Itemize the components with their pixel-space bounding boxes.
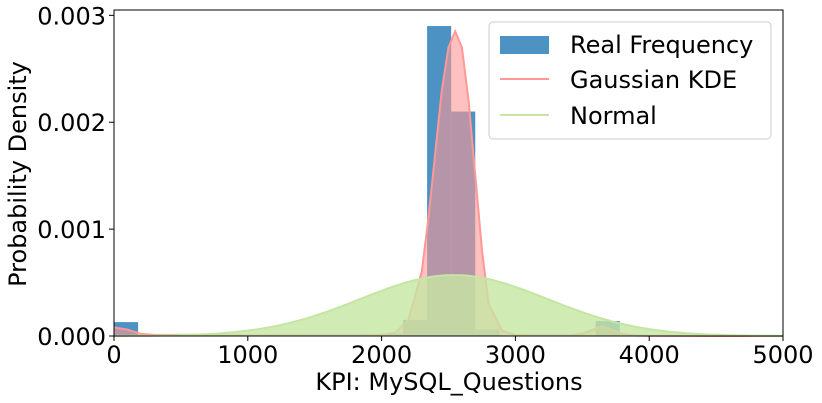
- y-axis-label: Probability Density: [4, 61, 32, 287]
- legend-label-real-frequency: Real Frequency: [570, 31, 753, 59]
- legend-box: [488, 21, 772, 140]
- x-tick-label: 0: [106, 341, 121, 369]
- plot-area: [113, 26, 783, 337]
- x-axis-label: KPI: MySQL_Questions: [315, 368, 582, 396]
- x-tick-label: 1000: [217, 341, 278, 369]
- x-tick-label: 4000: [619, 341, 680, 369]
- y-tick-label: 0.001: [37, 216, 106, 244]
- x-tick-label: 3000: [485, 341, 546, 369]
- normal-area: [114, 275, 783, 336]
- y-tick-label: 0.003: [37, 2, 106, 30]
- legend-label-gaussian-kde: Gaussian KDE: [570, 66, 737, 94]
- legend-label-normal: Normal: [570, 102, 657, 130]
- axes: 0 1000 2000 3000 4000 5000 0.000 0.001 0.002 0.00…: [37, 2, 813, 369]
- x-tick-label: 2000: [351, 341, 412, 369]
- axes-frame: [113, 9, 784, 337]
- y-tick-label: 0.002: [37, 109, 106, 137]
- legend: Real Frequency Gaussian KDE Normal: [488, 21, 772, 140]
- kde-area: [114, 31, 783, 337]
- legend-swatch-real-frequency: [500, 36, 549, 54]
- x-tick-label: 5000: [752, 341, 813, 369]
- normal-line: [114, 274, 783, 337]
- y-tick-label: 0.000: [37, 323, 106, 351]
